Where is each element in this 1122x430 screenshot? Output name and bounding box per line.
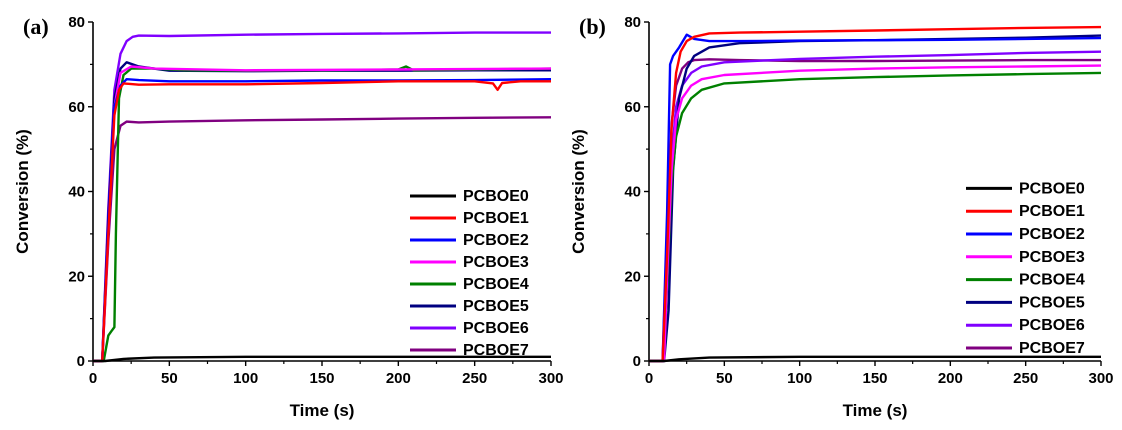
x-tick-label: 150: [309, 370, 334, 387]
x-tick-label: 100: [233, 370, 258, 387]
legend-label: PCBOE0: [1019, 180, 1085, 197]
series-line-pcboe0: [93, 355, 551, 363]
y-tick-label: 60: [68, 99, 85, 116]
legend-label: PCBOE3: [463, 254, 529, 271]
x-tick-label: 50: [161, 370, 178, 387]
y-tick-label: 80: [624, 14, 641, 31]
legend-label: PCBOE2: [1019, 226, 1085, 243]
y-tick-label: 20: [624, 268, 641, 285]
legend-label: PCBOE3: [1019, 249, 1085, 266]
y-tick-label: 20: [68, 268, 85, 285]
legend-label: PCBOE5: [463, 298, 529, 315]
series-line-pcboe0: [649, 355, 1101, 363]
x-axis-title: Time (s): [290, 401, 355, 420]
y-tick-label: 0: [77, 353, 85, 370]
legend-label: PCBOE1: [1019, 203, 1085, 220]
legend-label: PCBOE6: [463, 320, 529, 337]
y-tick-label: 60: [624, 99, 641, 116]
y-tick-label: 0: [633, 353, 641, 370]
series-line-pcboe1: [649, 25, 1102, 363]
x-tick-label: 200: [386, 370, 411, 387]
x-tick-label: 250: [462, 370, 487, 387]
series-line-pcboe1: [93, 80, 551, 363]
legend-label: PCBOE4: [1019, 272, 1085, 289]
y-tick-label: 40: [624, 184, 641, 201]
legend-label: PCBOE5: [1019, 294, 1085, 311]
x-tick-label: 150: [862, 370, 887, 387]
legend-label: PCBOE2: [463, 232, 529, 249]
x-tick-label: 0: [89, 370, 97, 387]
x-axis-title: Time (s): [843, 401, 908, 420]
panel-label: (a): [23, 14, 49, 39]
legend-label: PCBOE1: [463, 210, 529, 227]
y-tick-label: 80: [68, 14, 85, 31]
legend-label: PCBOE6: [1019, 317, 1085, 334]
legend-label: PCBOE0: [463, 188, 529, 205]
x-tick-label: 50: [716, 370, 733, 387]
x-tick-label: 300: [538, 370, 563, 387]
panel-b: 0 50 100 150 200 250 300 0 20 40 60 80 Time (s) Conve…: [569, 14, 1114, 420]
legend-label: PCBOE4: [463, 276, 529, 293]
y-tick-label: 40: [68, 184, 85, 201]
x-tick-label: 250: [1013, 370, 1038, 387]
y-axis-title: Conversion (%): [13, 129, 32, 254]
series-line-pcboe2: [649, 33, 1102, 363]
legend-label: PCBOE7: [1019, 340, 1085, 357]
y-axis-title: Conversion (%): [569, 129, 588, 254]
panel-a: 0 50 100 150 200 250 300 0 20 40 60 80 Time (s) Conve…: [13, 14, 564, 420]
x-tick-label: 200: [938, 370, 963, 387]
x-tick-label: 100: [787, 370, 812, 387]
panel-label: (b): [579, 14, 606, 39]
x-tick-label: 300: [1088, 370, 1113, 387]
legend-label: PCBOE7: [463, 342, 529, 359]
x-tick-label: 0: [645, 370, 653, 387]
